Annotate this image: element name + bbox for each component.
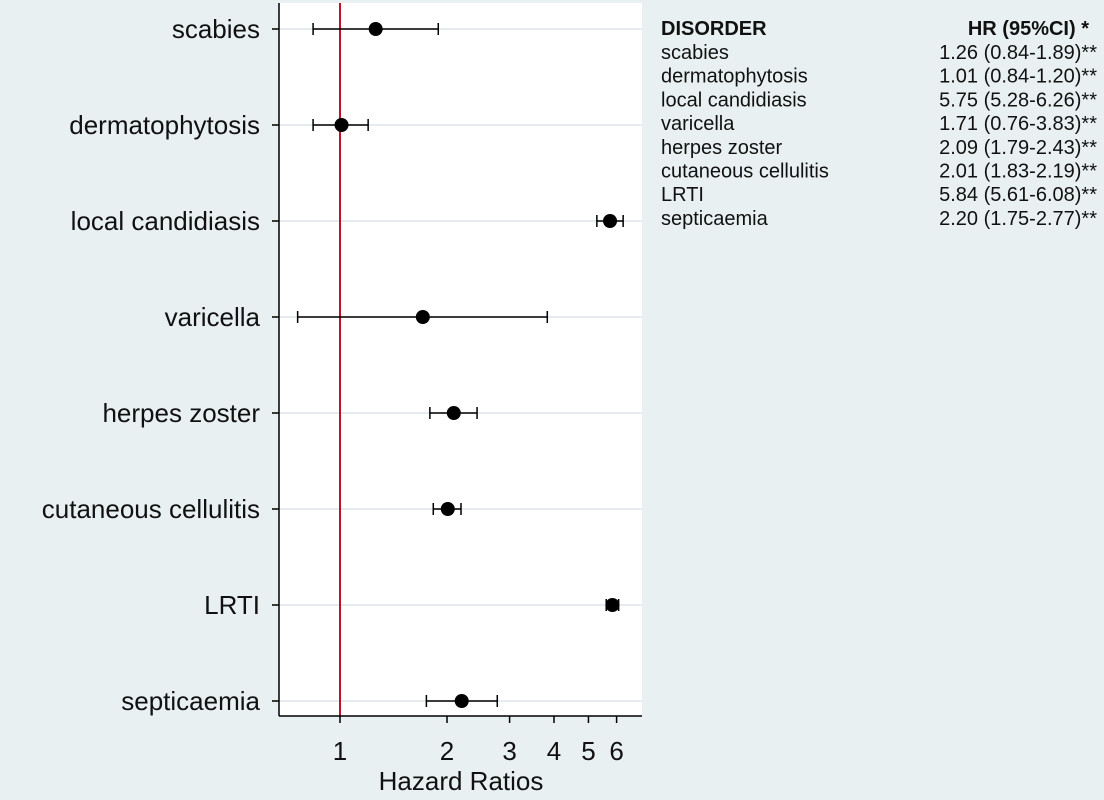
hr-point (440, 502, 455, 516)
x-tick-label: 5 (581, 736, 595, 766)
results-table: DISORDER HR (95%CI) * scabies 1.26 (0.84-… (661, 18, 1097, 230)
table-row-value: 5.75 (5.28-6.26)** (939, 89, 1097, 111)
x-tick-label: 1 (333, 736, 347, 766)
y-tick-label: herpes zoster (102, 398, 260, 428)
x-tick-label: 2 (440, 736, 454, 766)
y-tick-label: varicella (165, 302, 261, 332)
data-marks (296, 22, 624, 708)
table-row-value: 1.01 (0.84-1.20)** (939, 66, 1097, 88)
plot-area (279, 3, 642, 716)
table-row-value: 1.26 (0.84-1.89)** (939, 42, 1097, 64)
table-row-value: 2.09 (1.79-2.43)** (939, 137, 1097, 159)
table-row-label: septicaemia (661, 208, 769, 230)
x-tick-label: 3 (502, 736, 516, 766)
hr-point (603, 214, 618, 228)
hr-point (368, 22, 383, 36)
axes: scabies dermatophytosis local candidiasis v… (42, 3, 642, 766)
hr-point (454, 694, 469, 708)
y-tick-label: dermatophytosis (69, 110, 260, 140)
table-row-label: dermatophytosis (661, 66, 808, 88)
y-tick-label: LRTI (204, 590, 260, 620)
table-row-value: 5.84 (5.61-6.08)** (939, 184, 1097, 206)
table-row-value: 2.20 (1.75-2.77)** (939, 208, 1097, 230)
y-tick-label: local candidiasis (71, 206, 260, 236)
hr-point (334, 118, 349, 132)
hr-point (415, 310, 430, 324)
y-tick-label: scabies (172, 14, 260, 44)
hr-point (605, 598, 620, 612)
table-row-label: LRTI (661, 184, 704, 206)
table-row-label: varicella (661, 113, 735, 135)
table-header-disorder: DISORDER (661, 18, 767, 40)
table-row-value: 2.01 (1.83-2.19)** (939, 161, 1097, 183)
table-row-label: cutaneous cellulitis (661, 161, 829, 183)
table-row-label: herpes zoster (661, 137, 783, 159)
x-tick-label: 6 (609, 736, 623, 766)
hr-point (446, 406, 461, 420)
x-axis-title: Hazard Ratios (379, 766, 544, 796)
table-header-hr: HR (95%CI) * (968, 18, 1089, 40)
table-row-label: scabies (661, 42, 729, 64)
x-tick-label: 4 (547, 736, 561, 766)
y-tick-label: cutaneous cellulitis (42, 494, 260, 524)
y-tick-label: septicaemia (121, 686, 260, 716)
table-row-label: local candidiasis (661, 89, 807, 111)
table-row-value: 1.71 (0.76-3.83)** (939, 113, 1097, 135)
